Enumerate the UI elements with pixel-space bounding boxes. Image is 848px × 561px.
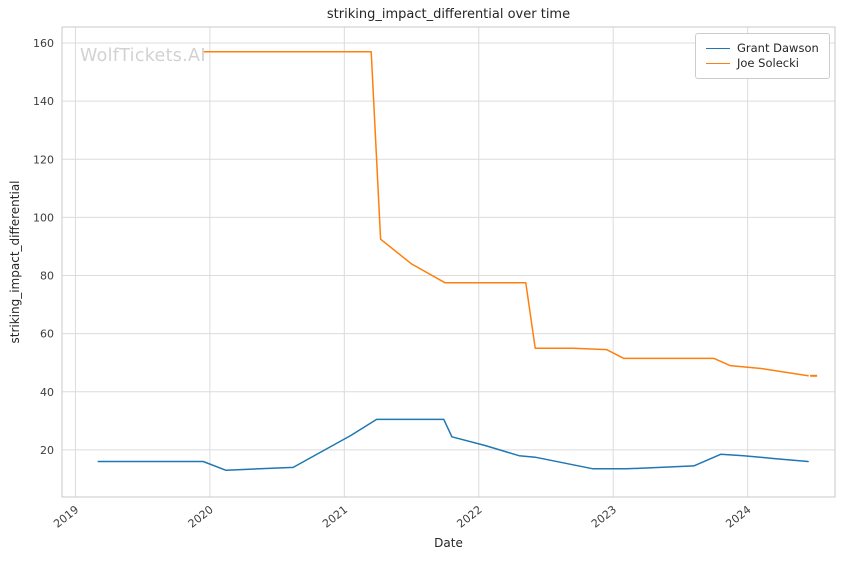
x-tick-label: 2023 (589, 503, 619, 530)
legend-label: Joe Solecki (737, 55, 799, 70)
plot-border (61, 26, 836, 498)
x-axis-label: Date (434, 536, 463, 550)
legend-item-joe-solecki: Joe Solecki (706, 55, 819, 70)
series-line-grant-dawson (97, 418, 809, 472)
legend-item-grant-dawson: Grant Dawson (706, 41, 819, 55)
series-line-joe-solecki (202, 50, 809, 377)
chart-title: striking_impact_differential over time (326, 7, 571, 22)
y-tick-label: 20 (40, 444, 54, 457)
x-tick-label: 2022 (455, 503, 485, 530)
x-tick-label: 2020 (186, 503, 216, 530)
y-axis-label: striking_impact_differential (8, 180, 22, 344)
y-tick-label: 60 (40, 328, 54, 341)
legend: Grant Dawson Joe Solecki (695, 33, 830, 79)
x-tick-label: 2021 (320, 503, 350, 530)
y-tick-label: 160 (33, 37, 54, 50)
watermark: WolfTickets.AI (80, 46, 206, 66)
legend-line-icon (706, 48, 730, 50)
y-tick-label: 140 (33, 95, 54, 108)
y-tick-label: 120 (33, 153, 54, 166)
legend-line-icon (706, 62, 730, 64)
y-tick-label: 80 (40, 270, 54, 283)
legend-label: Grant Dawson (737, 41, 819, 55)
y-tick-label: 40 (40, 386, 54, 399)
x-tick-label: 2019 (51, 503, 81, 530)
y-tick-label: 100 (33, 211, 54, 224)
x-tick-label: 2024 (723, 503, 753, 530)
